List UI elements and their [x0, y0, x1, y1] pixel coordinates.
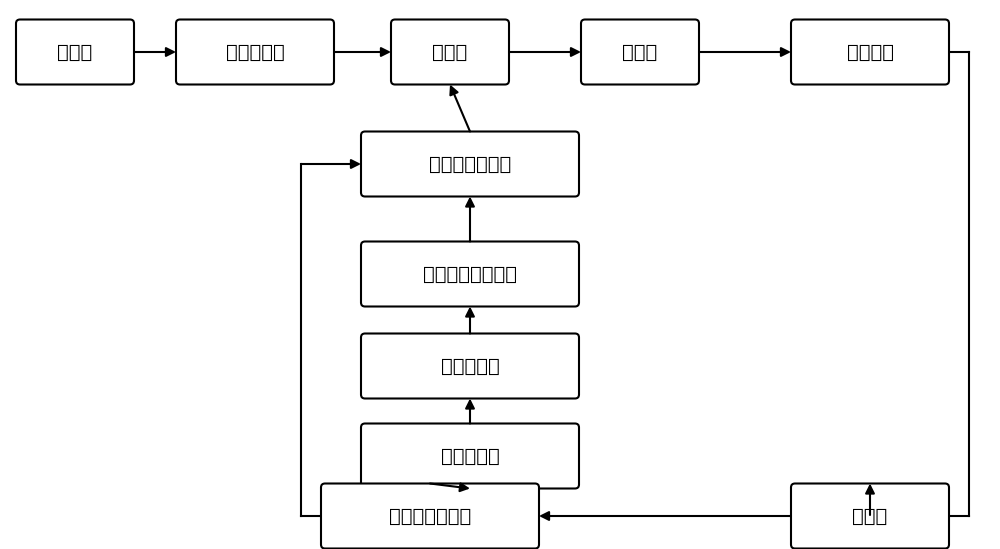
FancyBboxPatch shape	[16, 20, 134, 85]
Text: 多管陶瓷除尘器: 多管陶瓷除尘器	[389, 507, 471, 525]
Text: 回转窑: 回转窑	[852, 507, 888, 525]
FancyBboxPatch shape	[391, 20, 509, 85]
Text: 斗提机: 斗提机	[432, 42, 468, 61]
Text: 称重螺旋: 称重螺旋	[846, 42, 894, 61]
FancyBboxPatch shape	[176, 20, 334, 85]
Text: 布袋收尘器: 布袋收尘器	[441, 356, 499, 376]
Text: 给料仓: 给料仓	[622, 42, 658, 61]
FancyBboxPatch shape	[361, 242, 579, 306]
Text: 双轴加湿搅拌器: 双轴加湿搅拌器	[429, 154, 511, 173]
FancyBboxPatch shape	[791, 20, 949, 85]
FancyBboxPatch shape	[361, 333, 579, 399]
Text: 空空换热器: 空空换热器	[441, 446, 499, 466]
Text: 原料仓: 原料仓	[57, 42, 93, 61]
FancyBboxPatch shape	[791, 484, 949, 548]
Text: 螺旋、刮板输送机: 螺旋、刮板输送机	[423, 265, 517, 283]
FancyBboxPatch shape	[361, 132, 579, 197]
FancyBboxPatch shape	[361, 423, 579, 489]
FancyBboxPatch shape	[321, 484, 539, 548]
Text: 皮带输送机: 皮带输送机	[226, 42, 284, 61]
FancyBboxPatch shape	[581, 20, 699, 85]
